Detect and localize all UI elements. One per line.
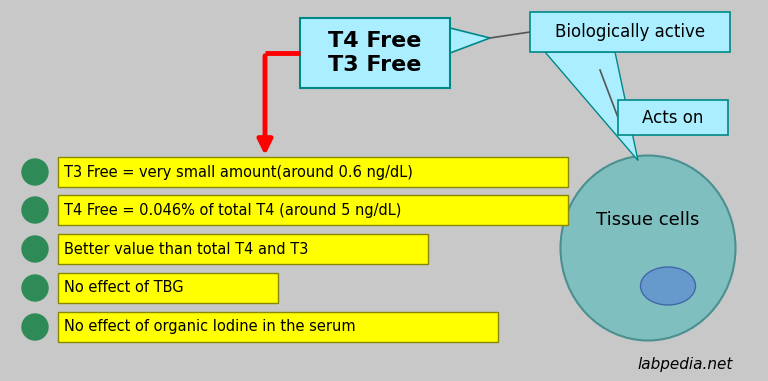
Polygon shape (545, 52, 638, 160)
Text: Acts on: Acts on (642, 109, 703, 126)
Ellipse shape (641, 267, 696, 305)
Text: T4 Free = 0.046% of total T4 (around 5 ng/dL): T4 Free = 0.046% of total T4 (around 5 n… (64, 202, 402, 218)
FancyBboxPatch shape (58, 273, 278, 303)
Ellipse shape (561, 155, 736, 341)
Text: No effect of TBG: No effect of TBG (64, 280, 184, 296)
FancyBboxPatch shape (58, 157, 568, 187)
Circle shape (22, 314, 48, 340)
FancyBboxPatch shape (530, 12, 730, 52)
Circle shape (22, 275, 48, 301)
Text: T3 Free = very small amount(around 0.6 ng/dL): T3 Free = very small amount(around 0.6 n… (64, 165, 413, 179)
Circle shape (22, 197, 48, 223)
FancyBboxPatch shape (300, 18, 450, 88)
Text: Better value than total T4 and T3: Better value than total T4 and T3 (64, 242, 309, 256)
FancyBboxPatch shape (58, 195, 568, 225)
Text: T4 Free
T3 Free: T4 Free T3 Free (328, 31, 422, 75)
FancyBboxPatch shape (58, 312, 498, 342)
Text: labpedia.net: labpedia.net (637, 357, 733, 373)
Text: Tissue cells: Tissue cells (596, 211, 700, 229)
Circle shape (22, 236, 48, 262)
Text: Biologically active: Biologically active (555, 23, 705, 41)
Text: No effect of organic Iodine in the serum: No effect of organic Iodine in the serum (64, 320, 356, 335)
Polygon shape (450, 28, 490, 53)
FancyBboxPatch shape (58, 234, 428, 264)
FancyBboxPatch shape (618, 100, 728, 135)
Circle shape (22, 159, 48, 185)
